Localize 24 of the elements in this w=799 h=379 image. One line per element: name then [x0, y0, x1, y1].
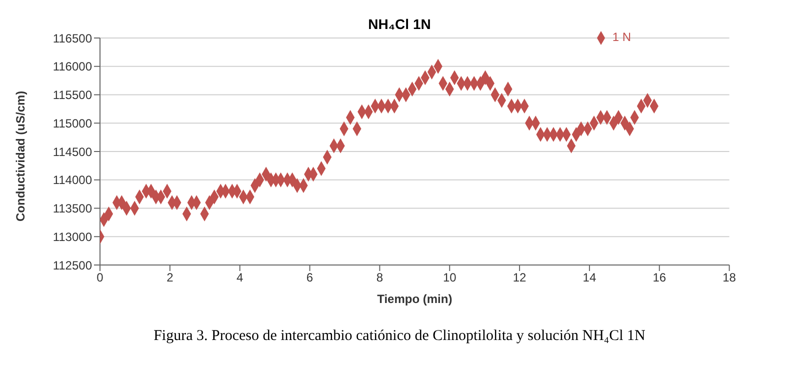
- y-tick-label: 112500: [52, 258, 92, 272]
- x-tick-label: 12: [512, 270, 527, 285]
- text: Figura 3. Proceso de intercambio catiónico de Clinoptilolita y solución NH₄Cl 1N: [152, 328, 646, 345]
- x-tick-label: 14: [582, 270, 596, 285]
- y-tick-label: 114500: [52, 144, 92, 159]
- x-tick-label: 8: [376, 270, 384, 285]
- x-tick-label: 18: [722, 270, 736, 285]
- x-tick-label: 2: [166, 270, 174, 285]
- x-tick-label: 6: [306, 270, 314, 285]
- y-tick-label: 113500: [52, 202, 92, 216]
- x-tick-label: 16: [652, 270, 666, 285]
- y-tick-label: 116000: [52, 60, 92, 74]
- y-tick-label: 115500: [52, 88, 92, 102]
- legend-label: 1 N: [612, 30, 631, 44]
- x-tick-label: 10: [442, 270, 457, 285]
- x-tick-label: 0: [96, 270, 104, 285]
- x-tick-label: 4: [236, 270, 244, 285]
- x-axis-title: Tiempo (min): [377, 292, 452, 306]
- y-tick-label: 113000: [52, 230, 92, 244]
- y-tick-label: 115000: [52, 116, 92, 130]
- y-tick-label: 116500: [52, 31, 92, 46]
- y-tick-label: 114000: [52, 173, 92, 188]
- y-axis-title: Conductividad (uS/cm): [13, 90, 28, 222]
- chart-title: NH₄Cl 1N: [368, 16, 431, 32]
